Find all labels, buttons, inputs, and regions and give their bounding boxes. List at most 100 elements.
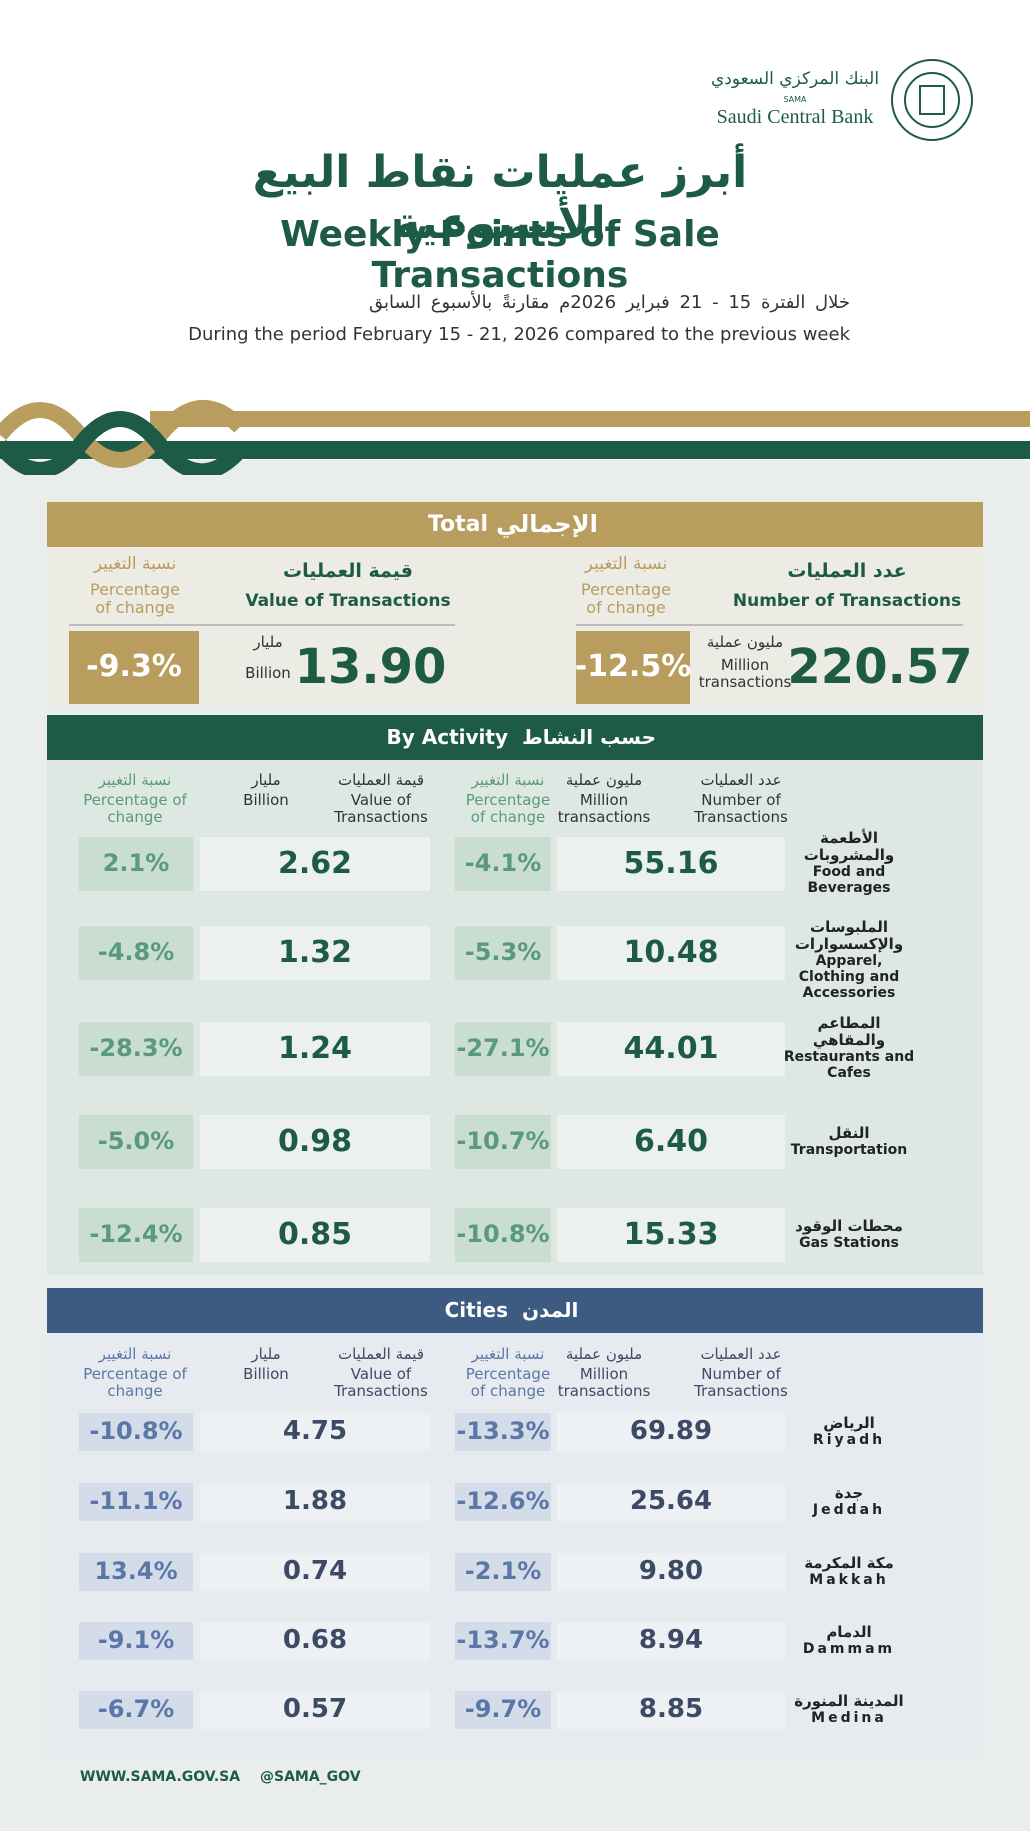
row-name-english: Food and Beverages [807, 864, 891, 897]
count-cell: 6.40 [557, 1115, 785, 1169]
total-unit-arabic: مليار [253, 633, 283, 652]
count-cell: 15.33 [557, 1208, 785, 1262]
footer-website: WWW.SAMA.GOV.SA [80, 1768, 241, 1785]
column-label-english: Billion [243, 791, 289, 809]
count-cell: 9.80 [557, 1553, 785, 1591]
value-change-cell: -6.7% [79, 1691, 193, 1729]
value-cell: 4.75 [200, 1413, 430, 1451]
column-label-english: Percentage of change [83, 791, 187, 827]
total-change: -12.5% [575, 631, 691, 704]
row-name-arabic: مكة المكرمة [804, 1553, 894, 1572]
column-label-arabic: نسبة التغيير [98, 1345, 172, 1364]
footer-handle: @SAMA_GOV [260, 1768, 361, 1785]
row-name-arabic: النقل [828, 1123, 870, 1142]
subtitle-arabic: خلال الفترة 15 - 21 فبراير 2026م مقارنةً… [369, 291, 850, 313]
total-value: 13.90 [294, 639, 447, 696]
column-label-english: Million transactions [557, 1365, 651, 1401]
logo-emblem [891, 59, 973, 141]
column-label-english: Billion [243, 1365, 289, 1383]
count-change-cell: -9.7% [455, 1691, 551, 1729]
value-cell: 0.57 [200, 1691, 430, 1729]
column-label-english: Number of Transactions [694, 1365, 788, 1401]
count-change-cell: -4.1% [455, 837, 551, 891]
row-name-arabic: الملبوسات والإكسسوارات [794, 917, 904, 953]
count-cell: 55.16 [557, 837, 785, 891]
value-change-cell: -11.1% [79, 1483, 193, 1521]
column-label-english: Number of Transactions [694, 791, 788, 827]
total-change-label-english: Percentage of change [89, 579, 180, 617]
column-label-english: Value of Transactions [334, 1365, 428, 1401]
logo-english: Saudi Central Bank [716, 105, 874, 128]
column-label-arabic: نسبة التغيير [471, 1345, 545, 1364]
column-label-english: Percentage of change [465, 1365, 551, 1401]
column-label-english: Percentage of change [465, 791, 551, 827]
title-english: Weekly Points of Sale Transactions [280, 213, 720, 296]
value-change-cell: -28.3% [79, 1022, 193, 1076]
count-cell: 69.89 [557, 1413, 785, 1451]
cities-panel [47, 1333, 983, 1758]
row-name-arabic: الرياض [823, 1413, 875, 1432]
column-label-arabic: عدد العمليات [700, 771, 782, 790]
column-label-english: Percentage of change [83, 1365, 187, 1401]
count-change-cell: -5.3% [455, 926, 551, 980]
count-change-cell: -12.6% [455, 1483, 551, 1521]
count-change-cell: -13.3% [455, 1413, 551, 1451]
row-name-english: Dammam [802, 1641, 896, 1657]
column-label-arabic: عدد العمليات [700, 1345, 782, 1364]
count-change-cell: -10.8% [455, 1208, 551, 1262]
value-cell: 2.62 [200, 837, 430, 891]
value-cell: 1.32 [200, 926, 430, 980]
total-label-arabic: عدد العمليات [787, 560, 907, 583]
total-unit-english: Billion [245, 664, 291, 683]
subtitle-english: During the period February 15 - 21, 2026… [188, 323, 850, 345]
count-change-cell: -27.1% [455, 1022, 551, 1076]
logo-sama: SAMA [783, 95, 807, 105]
column-label-english: Million transactions [557, 791, 651, 827]
row-name-english: Apparel, Clothing and Accessories [798, 953, 900, 1002]
total-change-label-arabic: نسبة التغيير [93, 554, 177, 575]
section-heading-arabic: حسب النشاط [522, 725, 657, 749]
column-label-arabic: مليار [251, 771, 281, 790]
column-label-arabic: مليون عملية [565, 771, 643, 790]
total-divider [69, 624, 455, 626]
total-change-label-arabic: نسبة التغيير [584, 554, 668, 575]
total-heading-arabic: الإجمالي [496, 509, 598, 538]
count-cell: 8.94 [557, 1622, 785, 1660]
value-cell: 0.74 [200, 1553, 430, 1591]
count-cell: 44.01 [557, 1022, 785, 1076]
row-name-arabic: الأطعمة والمشروبات [803, 828, 895, 864]
total-change-label-english: Percentage of change [580, 579, 671, 617]
value-change-cell: -9.1% [79, 1622, 193, 1660]
row-name-arabic: جدة [834, 1483, 864, 1502]
column-label-arabic: مليون عملية [565, 1345, 643, 1364]
row-name-english: Jeddah [812, 1502, 886, 1518]
value-change-cell: -10.8% [79, 1413, 193, 1451]
logo-arabic: البنك المركزي السعودي [710, 69, 880, 90]
value-cell: 0.85 [200, 1208, 430, 1262]
count-change-cell: -10.7% [455, 1115, 551, 1169]
value-change-cell: 2.1% [79, 837, 193, 891]
total-change: -9.3% [69, 631, 199, 704]
total-unit-arabic: مليون عملية [706, 633, 784, 652]
count-cell: 10.48 [557, 926, 785, 980]
row-name-arabic: المطاعم والمقاهي [812, 1013, 886, 1049]
row-name-english: Riyadh [812, 1432, 886, 1448]
value-cell: 1.24 [200, 1022, 430, 1076]
column-label-arabic: قيمة العمليات [337, 1345, 424, 1364]
total-unit-english: Million transactions [698, 655, 792, 691]
row-name-arabic: المدينة المنورة [794, 1691, 904, 1710]
value-cell: 0.98 [200, 1115, 430, 1169]
total-heading-english: Total [427, 511, 488, 537]
section-heading-arabic: المدن [522, 1298, 579, 1322]
count-change-cell: -13.7% [455, 1622, 551, 1660]
value-change-cell: -12.4% [79, 1208, 193, 1262]
total-divider [576, 624, 963, 626]
column-label-arabic: نسبة التغيير [471, 771, 545, 790]
row-name-arabic: محطات الوقود [795, 1216, 903, 1235]
section-heading-english: Cities [444, 1298, 508, 1322]
row-name-english: Transportation [790, 1142, 908, 1158]
total-panel [47, 547, 983, 707]
column-label-english: Value of Transactions [334, 791, 428, 827]
value-change-cell: 13.4% [79, 1553, 193, 1591]
